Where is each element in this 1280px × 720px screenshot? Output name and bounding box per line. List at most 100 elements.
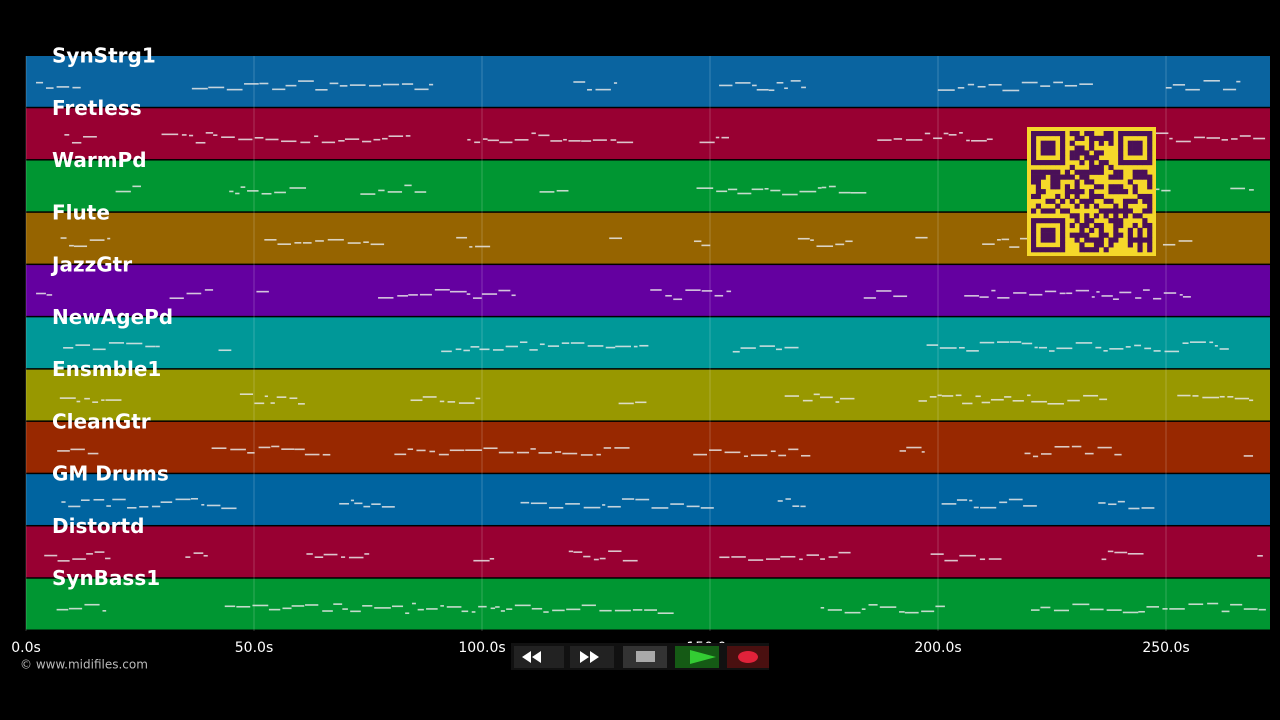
note (699, 141, 715, 144)
note (1002, 89, 1020, 92)
note (305, 604, 319, 606)
note (208, 86, 225, 89)
qr-module (1093, 203, 1100, 209)
note (820, 396, 833, 399)
qr-module (1055, 193, 1061, 200)
note (458, 402, 475, 404)
note (1253, 137, 1266, 140)
play-icon (690, 650, 716, 664)
note (1023, 505, 1037, 507)
qr-module (1031, 242, 1037, 248)
qr-module (1055, 218, 1061, 224)
note (550, 140, 563, 142)
note (446, 606, 462, 608)
note (80, 499, 90, 502)
note (737, 192, 752, 195)
note (959, 132, 963, 134)
note (1182, 342, 1189, 344)
note (531, 607, 543, 610)
qr-module (1127, 145, 1133, 151)
note (495, 606, 500, 608)
note (1236, 80, 1241, 83)
note (975, 395, 981, 398)
rewind-button[interactable] (514, 646, 564, 668)
note (298, 80, 314, 82)
track-band (26, 421, 1270, 473)
note (264, 395, 268, 398)
note (665, 294, 672, 297)
qr-module (1132, 213, 1138, 219)
qr-module (1084, 150, 1090, 156)
note (289, 187, 307, 189)
qr-module (1132, 222, 1138, 229)
track-name: Ensmble1 (52, 357, 161, 381)
note (988, 83, 1002, 86)
note (422, 396, 437, 398)
qr-module (1137, 242, 1143, 248)
note (635, 401, 647, 404)
note (1079, 83, 1093, 85)
qr-module (1060, 140, 1066, 146)
note (969, 499, 973, 502)
qr-module (1122, 208, 1129, 214)
qr-module (1147, 232, 1153, 238)
qr-module (1064, 189, 1071, 195)
qr-module (1137, 247, 1143, 253)
qr-module (1118, 131, 1124, 137)
note (971, 139, 987, 142)
qr-module (1098, 237, 1104, 243)
note (84, 603, 100, 606)
note (607, 505, 621, 508)
note (72, 86, 81, 89)
qr-module (1103, 131, 1109, 137)
note (828, 185, 836, 188)
qr-module (1079, 227, 1085, 233)
note (979, 296, 989, 298)
note (363, 241, 369, 243)
note (175, 498, 191, 501)
note (281, 448, 295, 450)
note (1083, 394, 1099, 397)
qr-module (1060, 222, 1066, 229)
qr-module (1074, 145, 1080, 151)
qr-module (1069, 131, 1075, 137)
note (756, 88, 769, 91)
note (685, 289, 701, 291)
note (86, 553, 93, 555)
note (261, 192, 272, 195)
qr-module (1069, 198, 1075, 204)
note (191, 87, 208, 90)
note (282, 607, 292, 610)
note (799, 190, 817, 193)
note (426, 608, 438, 610)
note (469, 246, 473, 248)
note (1135, 297, 1142, 299)
qr-module (1098, 169, 1104, 175)
note (388, 135, 404, 138)
qr-module (1089, 160, 1095, 166)
qr-module (1127, 227, 1133, 233)
note (726, 290, 732, 293)
stop-button[interactable] (623, 646, 667, 668)
note (411, 602, 416, 605)
note (657, 612, 674, 615)
qr-module (1084, 179, 1090, 185)
note (514, 604, 531, 607)
note (956, 499, 968, 501)
qr-module (1045, 169, 1051, 175)
play-button[interactable] (675, 646, 719, 668)
qr-module (1147, 242, 1153, 248)
qr-module (1045, 160, 1051, 166)
note (1021, 342, 1033, 345)
note (471, 611, 476, 613)
note (941, 395, 954, 397)
qr-module (1103, 160, 1109, 166)
tick-label: 0.0s (11, 640, 41, 656)
note (980, 506, 997, 509)
forward-button[interactable] (570, 646, 614, 668)
qr-module (1147, 222, 1153, 229)
record-button[interactable] (727, 646, 769, 668)
note (1138, 610, 1145, 613)
qr-module (1069, 150, 1075, 156)
qr-module (1084, 198, 1090, 204)
